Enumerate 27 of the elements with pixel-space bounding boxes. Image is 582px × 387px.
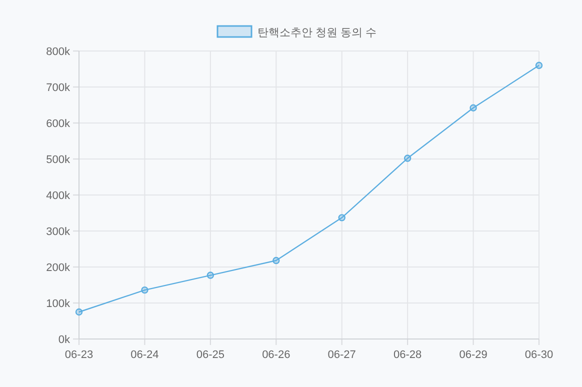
y-tick-label: 300k	[46, 226, 70, 238]
point	[206, 272, 214, 279]
y-tick-label: 500k	[46, 154, 70, 166]
y-tick-label: 600k	[46, 118, 70, 130]
y-tick-label: 800k	[46, 46, 70, 58]
legend: 탄핵소추안 청원 동의 수	[216, 25, 377, 39]
legend-label: 탄핵소추안 청원 동의 수	[258, 27, 377, 39]
point	[404, 154, 412, 162]
x-tick-label: 06-24	[130, 349, 159, 361]
x-tick-label: 06-30	[524, 349, 554, 361]
y-tick-label: 400k	[46, 190, 70, 202]
y-tick-label: 700k	[46, 82, 70, 94]
y-tick-label: 100k	[46, 298, 70, 310]
point	[141, 286, 148, 294]
point	[535, 62, 543, 69]
x-tick-label: 06-29	[459, 349, 488, 361]
point	[272, 256, 280, 264]
x-tick-label: 06-25	[196, 349, 224, 361]
x-tick-label: 06-23	[64, 349, 94, 361]
point	[338, 214, 346, 222]
y-tick-label: 200k	[46, 262, 70, 274]
y-tick-label: 0k	[58, 334, 70, 346]
x-tick-label: 06-27	[328, 349, 356, 361]
point	[470, 104, 477, 112]
point	[75, 308, 83, 316]
x-tick-label: 06-28	[394, 349, 422, 361]
x-tick-label: 06-26	[262, 349, 290, 361]
